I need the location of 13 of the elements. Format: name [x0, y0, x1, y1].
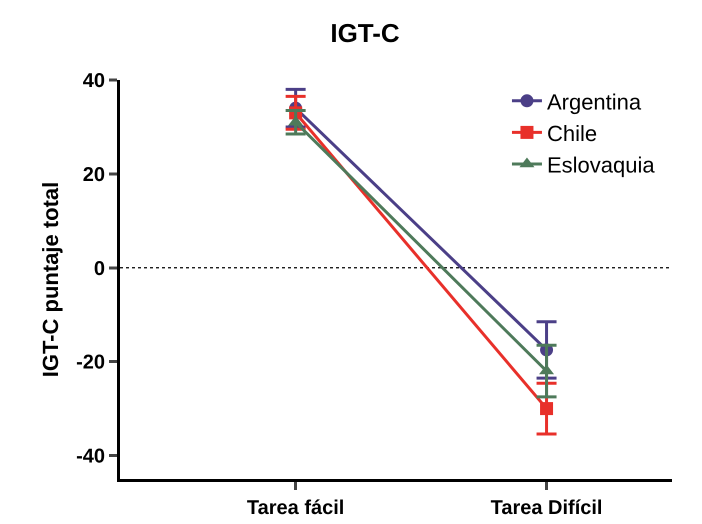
- y-tick-label: -20: [76, 352, 105, 374]
- y-axis-title: IGT-C puntaje total: [38, 182, 63, 378]
- legend-label: Argentina: [546, 89, 642, 114]
- chart-title: IGT-C: [330, 18, 400, 48]
- y-tick-label: 20: [82, 164, 105, 186]
- y-tick-label: -40: [76, 446, 105, 468]
- y-tick-label: 40: [82, 70, 105, 92]
- x-tick-label: Tarea fácil: [246, 497, 344, 519]
- point: [540, 402, 554, 416]
- legend-label: Eslovaquia: [546, 152, 656, 178]
- x-tick-label: Tarea Difícil: [490, 497, 603, 519]
- y-tick-label: 0: [94, 258, 105, 280]
- legend-label: Chile: [546, 120, 598, 146]
